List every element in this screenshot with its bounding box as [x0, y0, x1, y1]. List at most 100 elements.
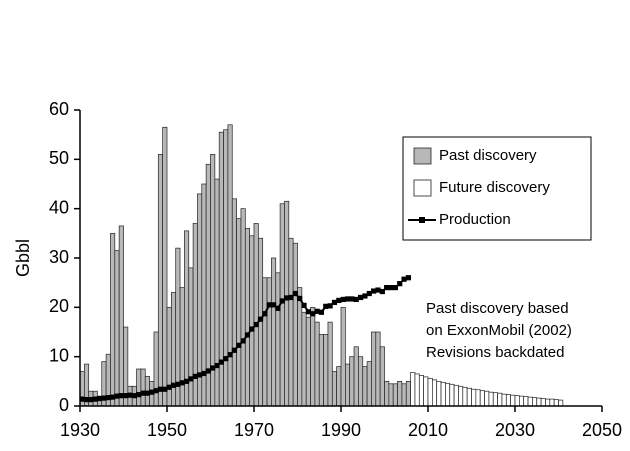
bar: [440, 381, 446, 407]
marker: [136, 392, 142, 398]
y-tick-label: 50: [49, 148, 69, 168]
bar: [405, 380, 411, 407]
marker: [179, 380, 185, 386]
marker: [314, 308, 320, 314]
bar: [388, 383, 394, 407]
bar: [505, 394, 511, 407]
marker: [149, 389, 155, 395]
bar: [523, 396, 529, 407]
bar: [462, 386, 468, 407]
marker: [275, 305, 281, 311]
y-axis-label: Gbbl: [13, 239, 33, 277]
marker: [83, 396, 90, 403]
bar: [284, 200, 290, 407]
marker: [384, 285, 390, 291]
bar: [471, 388, 477, 407]
marker: [305, 309, 311, 315]
bar: [153, 331, 159, 407]
x-tick-label: 1930: [60, 420, 100, 440]
marker: [96, 396, 103, 402]
bar: [418, 375, 424, 407]
marker: [162, 386, 168, 392]
marker: [79, 396, 85, 402]
marker: [375, 287, 381, 293]
marker: [257, 316, 264, 322]
x-tick-label: 2050: [582, 420, 622, 440]
bar: [236, 218, 242, 407]
bar: [436, 380, 442, 407]
marker: [318, 309, 325, 315]
marker: [397, 281, 403, 287]
marker: [288, 294, 294, 301]
x-tick-label: 1950: [147, 420, 187, 440]
marker: [231, 347, 238, 353]
marker: [388, 285, 394, 291]
bar: [227, 124, 233, 407]
bar: [171, 292, 177, 407]
marker: [105, 395, 111, 401]
bar: [310, 306, 316, 407]
annotation: Past discovery based: [426, 300, 569, 317]
bar: [314, 321, 320, 407]
marker: [192, 373, 198, 379]
marker: [310, 311, 316, 317]
bar: [453, 384, 459, 407]
x-tick-label: 2030: [495, 420, 535, 440]
marker: [371, 288, 377, 294]
bar: [136, 368, 142, 407]
bar: [549, 398, 555, 407]
marker: [175, 381, 181, 387]
bar: [118, 225, 124, 407]
marker: [210, 365, 216, 371]
bar: [188, 267, 194, 407]
x-tick-label: 1970: [234, 420, 274, 440]
y-tick-label: 30: [49, 247, 69, 267]
legend-box: [402, 136, 592, 241]
marker: [401, 276, 407, 282]
bar: [362, 366, 368, 407]
marker: [284, 295, 290, 301]
bar: [218, 131, 224, 407]
x-tick-label: 2010: [408, 420, 448, 440]
legend-swatch: [413, 147, 432, 165]
marker: [118, 393, 124, 399]
legend-swatch: [413, 179, 432, 197]
bar: [358, 356, 364, 407]
bar: [432, 379, 438, 407]
marker: [166, 384, 172, 390]
marker: [336, 297, 342, 304]
bar: [427, 378, 433, 407]
bar: [275, 272, 281, 407]
bar: [288, 237, 294, 407]
x-tick-label: 1990: [321, 420, 361, 440]
bar: [301, 311, 307, 407]
bar: [157, 154, 164, 407]
marker: [218, 359, 224, 365]
marker: [279, 298, 285, 304]
bar: [366, 361, 372, 407]
bar: [244, 228, 251, 407]
marker: [297, 295, 303, 302]
bar: [223, 129, 229, 407]
bar: [540, 398, 546, 407]
bar: [140, 368, 146, 407]
marker: [123, 393, 129, 399]
bar: [271, 257, 277, 407]
marker: [92, 396, 98, 402]
bar: [379, 346, 385, 407]
marker: [88, 396, 94, 403]
bar: [536, 397, 542, 407]
legend-label: Production: [439, 211, 511, 228]
marker: [140, 390, 146, 396]
marker: [270, 302, 277, 308]
marker: [249, 326, 255, 332]
bar: [423, 376, 429, 407]
marker: [110, 394, 116, 400]
marker: [214, 362, 220, 369]
marker: [127, 392, 133, 398]
marker: [170, 382, 177, 388]
bar: [262, 277, 268, 407]
marker: [344, 296, 351, 302]
bar: [114, 250, 120, 407]
